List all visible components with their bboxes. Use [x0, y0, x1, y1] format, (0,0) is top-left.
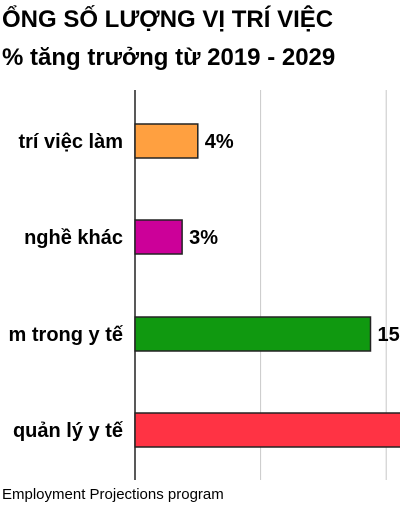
category-label: nghề khác [24, 227, 123, 249]
chart-title-line1: ỔNG SỐ LƯỢNG VỊ TRÍ VIỆC [2, 6, 334, 33]
bar [134, 412, 400, 448]
category-label: m trong y tế [9, 324, 124, 346]
chart-title-line2: % tăng trưởng từ 2019 - 2029 [2, 44, 336, 71]
value-label: 3% [189, 227, 218, 249]
bar [134, 123, 199, 159]
value-label: 15% [378, 324, 400, 346]
bar [134, 219, 183, 255]
value-label: 4% [205, 131, 234, 153]
bar [134, 316, 372, 352]
category-label: quản lý y tế [13, 420, 124, 442]
source-note: Employment Projections program [2, 486, 224, 503]
category-label: trí việc làm [18, 131, 123, 153]
